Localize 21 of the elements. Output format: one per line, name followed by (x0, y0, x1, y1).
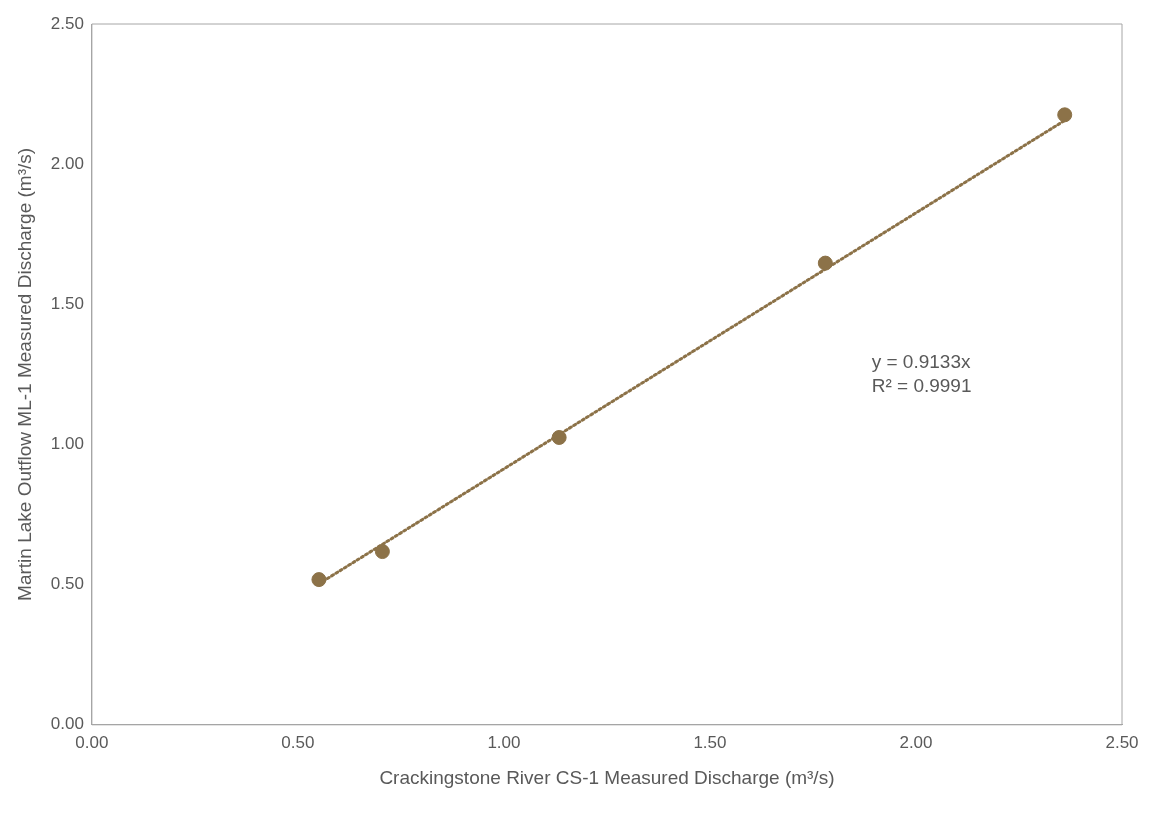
annotation: y = 0.9133x (871, 351, 971, 373)
x-tick-label: 0.00 (75, 732, 109, 752)
y-tick-label: 0.50 (50, 574, 84, 594)
y-tick-label: 1.50 (50, 294, 84, 314)
x-tick-label: 1.50 (693, 732, 727, 752)
x-tick-label: 2.00 (899, 732, 933, 752)
annotation: R² = 0.9991 (871, 375, 972, 397)
point (311, 572, 327, 588)
x-axis-title: Crackingstone River CS-1 Measured Discharge (m³/s) (379, 766, 835, 788)
x-tick-label: 0.50 (281, 732, 315, 752)
x-tick-label: 1.00 (487, 732, 521, 752)
x-tick-label: 2.50 (1105, 732, 1139, 752)
point (374, 544, 390, 560)
point (1057, 107, 1073, 123)
y-tick-label: 1.00 (50, 434, 84, 454)
point (551, 429, 567, 445)
point (817, 255, 833, 271)
y-tick-label: 2.00 (50, 153, 84, 173)
y-tick-label: 0.00 (50, 714, 84, 734)
y-axis-title: Martin Lake Outflow ML-1 Measured Discharge (m³/s) (13, 147, 35, 601)
y-tick-label: 2.50 (50, 13, 84, 33)
